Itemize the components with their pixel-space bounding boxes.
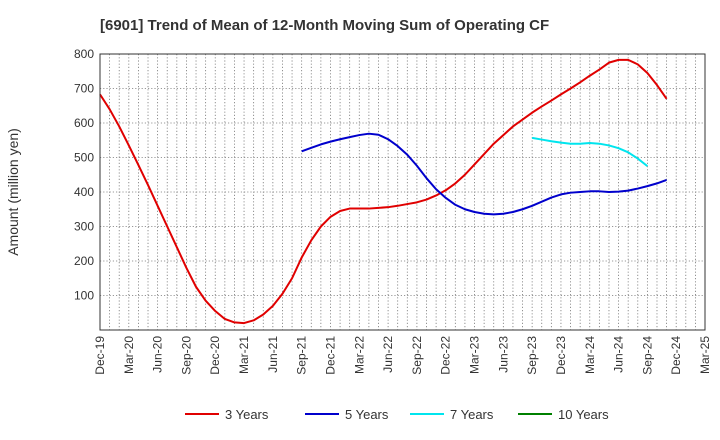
x-tick-label: Mar-21: [237, 336, 251, 374]
series-lines: [99, 58, 668, 325]
y-tick-label: 400: [74, 185, 94, 199]
x-tick-label: Dec-22: [439, 336, 453, 375]
x-tick-label: Dec-21: [323, 336, 337, 375]
y-tick-label: 600: [74, 116, 94, 130]
legend-label-10-years: 10 Years: [558, 407, 609, 422]
y-tick-labels: 100 200 300 400 500 600 700 800: [74, 47, 94, 303]
x-tick-label: Mar-24: [583, 336, 597, 374]
x-tick-label: Dec-19: [93, 336, 107, 375]
legend-label-5-years: 5 Years: [345, 407, 389, 422]
chart-title: [6901] Trend of Mean of 12-Month Moving …: [100, 17, 549, 34]
x-tick-label: Jun-21: [266, 336, 280, 373]
y-tick-label: 700: [74, 82, 94, 96]
y-tick-label: 100: [74, 289, 94, 303]
x-tick-label: Sep-23: [525, 336, 539, 375]
legend: 3 Years 5 Years 7 Years 10 Years: [185, 407, 609, 422]
y-tick-label: 800: [74, 47, 94, 61]
x-tick-label: Sep-24: [640, 336, 654, 375]
x-tick-label: Jun-23: [496, 336, 510, 373]
y-tick-label: 300: [74, 220, 94, 234]
legend-label-3-years: 3 Years: [225, 407, 269, 422]
x-tick-label: Dec-23: [554, 336, 568, 375]
y-tick-label: 200: [74, 254, 94, 268]
x-tick-label: Mar-20: [122, 336, 136, 374]
y-tick-label: 500: [74, 151, 94, 165]
x-tick-label: Dec-20: [208, 336, 222, 375]
series-line-5-years: [301, 132, 667, 216]
x-tick-label: Sep-20: [179, 336, 193, 375]
series-line-3-years: [99, 58, 668, 325]
x-tick-label: Mar-23: [468, 336, 482, 374]
x-tick-label: Jun-20: [151, 336, 165, 373]
x-tick-label: Mar-22: [352, 336, 366, 374]
series-line-7-years: [531, 136, 649, 167]
plot-frame: [99, 53, 706, 331]
x-tick-label: Mar-25: [698, 336, 712, 374]
x-tick-label: Dec-24: [669, 336, 683, 375]
x-tick-label: Jun-22: [381, 336, 395, 373]
x-tick-label: Jun-24: [612, 336, 626, 373]
y-axis-label: Amount (million yen): [5, 128, 21, 256]
legend-label-7-years: 7 Years: [450, 407, 494, 422]
x-tick-labels: Dec-19 Mar-20 Jun-20 Sep-20 Dec-20 Mar-21 Jun-…: [93, 336, 712, 375]
x-tick-label: Sep-22: [410, 336, 424, 375]
x-tick-label: Sep-21: [295, 336, 309, 375]
